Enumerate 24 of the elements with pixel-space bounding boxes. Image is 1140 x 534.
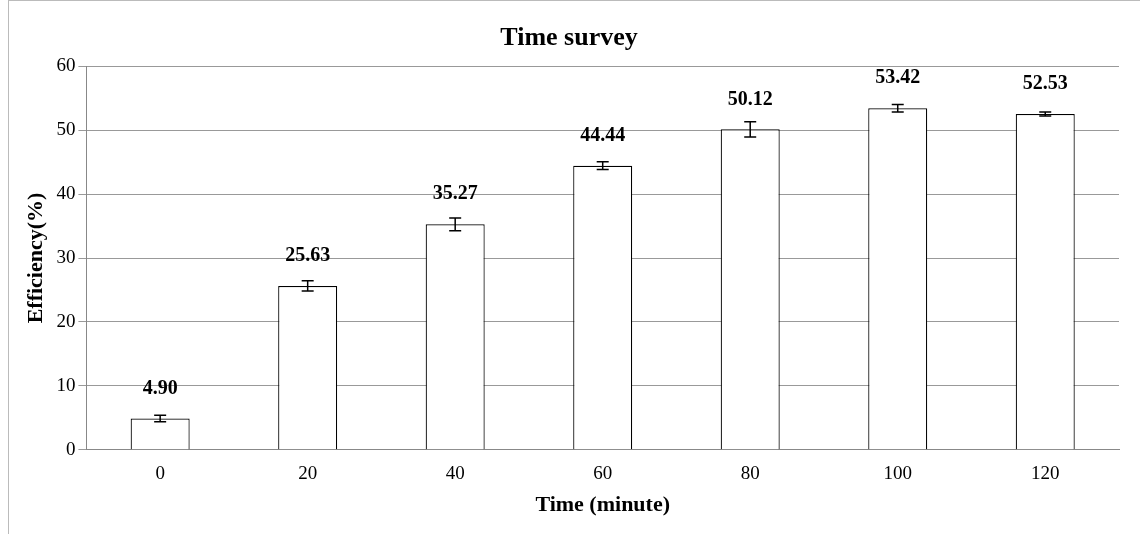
chart-title: Time survey — [500, 22, 638, 52]
y-axis-title: Efficiency(%) — [21, 192, 47, 324]
data-label: 35.27 — [432, 181, 478, 204]
data-label: 25.63 — [285, 243, 331, 266]
data-label: 4.90 — [142, 375, 178, 398]
y-tick-label: 60 — [56, 54, 76, 76]
x-axis-title: Time (minute) — [535, 491, 671, 517]
y-tick-label: 0 — [65, 437, 76, 459]
x-tick-label: 80 — [740, 462, 760, 484]
y-tick-label: 20 — [56, 309, 76, 331]
x-tick-label: 0 — [155, 462, 165, 484]
x-tick-label: 60 — [593, 462, 613, 484]
y-tick-label: 30 — [56, 245, 76, 267]
data-label: 52.53 — [1022, 71, 1068, 94]
data-label: 44.44 — [580, 122, 626, 145]
x-tick-label: 40 — [445, 462, 465, 484]
data-label: 53.42 — [875, 65, 921, 88]
y-tick-label: 40 — [56, 182, 76, 204]
x-tick-label: 100 — [883, 462, 912, 484]
y-tick-label: 50 — [56, 118, 76, 140]
x-tick-label: 20 — [298, 462, 318, 484]
x-tick-label: 120 — [1030, 462, 1060, 484]
y-tick-label: 10 — [56, 373, 76, 395]
data-label: 50.12 — [727, 86, 773, 109]
